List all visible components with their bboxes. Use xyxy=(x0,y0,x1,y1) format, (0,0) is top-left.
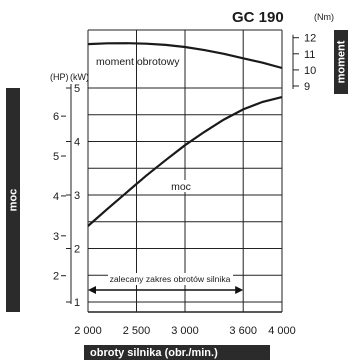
x-tick-label-2: 3 000 xyxy=(171,325,199,337)
series-label-moment: moment obrotowy xyxy=(96,56,180,68)
hp-unit-label: (HP) xyxy=(50,72,69,82)
nm-unit-label: (Nm) xyxy=(314,12,334,22)
x-tick-label-1: 2 500 xyxy=(123,325,151,337)
left-axis-label: moc xyxy=(7,188,19,212)
x-tick-label-4: 4 000 xyxy=(268,325,296,337)
hp-tick-label-1: 3 xyxy=(53,231,59,243)
nm-tick-label-1: 10 xyxy=(304,65,316,77)
annotation-arrow-left-head xyxy=(88,286,96,294)
x-tick-label-0: 2 000 xyxy=(74,325,102,337)
chart-title: GC 190 xyxy=(232,9,284,26)
series-label-moc: moc xyxy=(171,181,191,193)
hp-tick-label-4: 6 xyxy=(53,111,59,123)
right-axis-label: moment xyxy=(335,40,347,84)
annotation-label-bg xyxy=(108,273,233,285)
annotation-arrow-right-head xyxy=(235,286,244,294)
annotation-label: zalecany zakres obrotów silnika xyxy=(110,274,231,284)
nm-tick-label-0: 9 xyxy=(304,81,310,93)
kw-tick-label-4: 5 xyxy=(74,83,80,95)
kw-unit-label: (kW) xyxy=(70,72,89,82)
x-tick-label-3: 3 600 xyxy=(229,325,257,337)
kw-tick-label-2: 3 xyxy=(74,190,80,202)
right-axis-tab: moment xyxy=(334,30,348,94)
series-label-bg-moc xyxy=(168,180,194,192)
x-axis-title: obroty silnika (obr./min.) xyxy=(84,345,270,360)
kw-tick-label-3: 4 xyxy=(74,137,80,149)
left-axis-tab: moc xyxy=(6,88,20,312)
hp-tick-label-0: 2 xyxy=(53,271,59,283)
series-line-1 xyxy=(87,96,283,227)
kw-tick-label-1: 2 xyxy=(74,244,80,256)
hp-tick-label-2: 4 xyxy=(53,191,59,203)
nm-tick-label-2: 11 xyxy=(304,49,315,61)
nm-tick-label-3: 12 xyxy=(304,33,316,45)
series-line-0 xyxy=(87,42,283,70)
hp-tick-label-3: 5 xyxy=(53,151,59,163)
kw-tick-label-0: 1 xyxy=(74,297,80,309)
